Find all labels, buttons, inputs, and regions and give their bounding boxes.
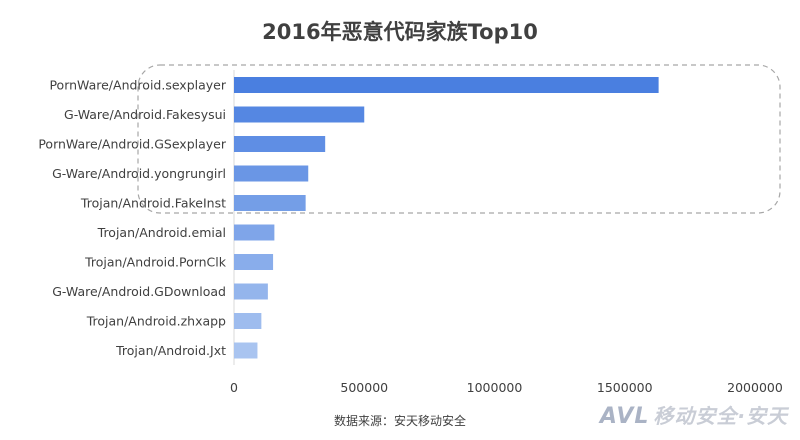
bar-7 xyxy=(234,254,274,270)
bar-9 xyxy=(234,313,262,329)
category-label: G-Ware/Android.GDownload xyxy=(52,284,226,299)
category-label: Trojan/Android.zhxapp xyxy=(86,314,226,329)
brand-watermark: AVL 移动安全·安天 xyxy=(599,404,788,429)
bar-8 xyxy=(234,283,268,300)
category-label: Trojan/Android.Jxt xyxy=(115,343,226,358)
bar-5 xyxy=(234,195,306,211)
category-label: G-Ware/Android.yongrungirl xyxy=(52,166,226,181)
bar-4 xyxy=(234,165,309,182)
category-labels-layer: PornWare/Android.sexplayer G-Ware/Android… xyxy=(38,78,227,359)
category-label: PornWare/Android.sexplayer xyxy=(49,78,226,93)
x-tick-label: 1500000 xyxy=(597,380,653,395)
bar-1 xyxy=(234,77,659,93)
bars-layer xyxy=(234,77,659,359)
chart-title: 2016年恶意代码家族Top10 xyxy=(262,20,538,44)
source-note: 数据来源：安天移动安全 xyxy=(333,414,466,428)
bar-3 xyxy=(234,136,326,152)
bar-2 xyxy=(234,106,365,123)
category-label: Trojan/Android.PornClk xyxy=(84,255,227,270)
category-label: G-Ware/Android.Fakesysui xyxy=(64,107,226,122)
x-tick-label: 500000 xyxy=(340,380,388,395)
x-tick-labels-layer: 0 500000 1000000 1500000 2000000 xyxy=(230,380,783,395)
category-label: Trojan/Android.emial xyxy=(97,225,226,240)
top-highlight-box xyxy=(137,64,781,214)
category-label: PornWare/Android.GSexplayer xyxy=(38,137,227,152)
category-label: Trojan/Android.FakeInst xyxy=(80,196,226,211)
bar-10 xyxy=(234,342,258,359)
x-tick-label: 0 xyxy=(230,380,238,395)
x-tick-label: 1000000 xyxy=(467,380,523,395)
x-tick-label: 2000000 xyxy=(727,380,783,395)
bar-6 xyxy=(234,224,275,241)
